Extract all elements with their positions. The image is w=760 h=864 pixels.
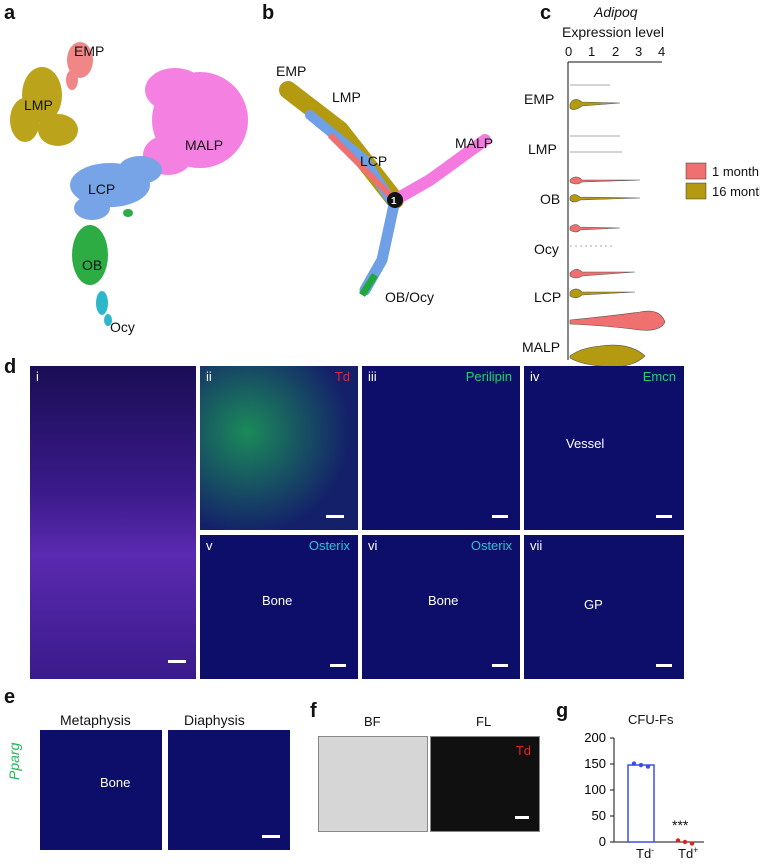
- row-label-lmp: LMP: [528, 141, 557, 157]
- traj-label-emp: EMP: [276, 63, 306, 79]
- data-point: [682, 839, 688, 845]
- micro-roman-i: i: [36, 369, 39, 384]
- x-label-td-neg: Td-: [636, 845, 654, 860]
- micro-caption-bone-v: Bone: [262, 593, 293, 608]
- diaphysis-title: Diaphysis: [184, 712, 245, 728]
- violin-plot: 0 1 2 3 4 EMP LMP OB Ocy LCP MALP 1 mont…: [522, 44, 760, 368]
- panel-e-label: e: [4, 686, 16, 708]
- micro-image-vii: vii GP: [524, 535, 684, 679]
- data-point: [689, 841, 695, 846]
- data-point: [645, 764, 651, 769]
- legend-1-month: 1 month: [712, 164, 759, 179]
- y-tick-label: 200: [584, 730, 606, 745]
- pparg-image-diaphysis: [168, 730, 290, 850]
- y-tick-label: 50: [592, 808, 606, 823]
- fl-title: FL: [476, 714, 492, 729]
- panel-d-label: d: [4, 356, 17, 378]
- micro-image-i: i: [30, 366, 196, 679]
- row-label-malp: MALP: [522, 339, 560, 355]
- panel-a-label: a: [4, 2, 16, 24]
- x-label-td-pos: Td+: [678, 845, 698, 860]
- row-label-ob: OB: [540, 191, 560, 207]
- td-label: Td: [515, 743, 531, 758]
- cluster-label-ocy: Ocy: [110, 319, 135, 335]
- cluster-label-emp: EMP: [74, 43, 104, 59]
- traj-label-lmp: LMP: [332, 89, 361, 105]
- data-point: [631, 761, 637, 766]
- y-tick-label: 150: [584, 756, 606, 771]
- cfu-bar-chart: 0 50 100 150 200 *** Td- Td+: [584, 730, 704, 860]
- pparg-caption-bone: Bone: [100, 775, 131, 790]
- micro-image-vi: vi Osterix Bone: [362, 535, 520, 679]
- data-point: [638, 762, 644, 768]
- micro-image-iii: iii Perilipin: [362, 366, 520, 530]
- pparg-image-metaphysis: Bone: [40, 730, 162, 850]
- axis-title: Expression level: [562, 24, 664, 40]
- gene-title: Adipoq: [594, 4, 638, 20]
- panel-c-label: c: [540, 2, 552, 24]
- significance-marker: ***: [672, 817, 689, 833]
- micro-roman-vii: vii: [530, 538, 543, 553]
- micro-caption-vessel: Vessel: [566, 436, 605, 451]
- y-tick-label: 100: [584, 782, 606, 797]
- cluster-label-malp: MALP: [185, 137, 223, 153]
- micro-marker-iii: Perilipin: [465, 369, 512, 384]
- bf-title: BF: [364, 714, 381, 729]
- cluster-label-ob: OB: [82, 257, 102, 273]
- micro-marker-ii: Td: [334, 369, 350, 384]
- row-label-ocy: Ocy: [534, 241, 559, 257]
- micro-roman-iii: iii: [368, 369, 377, 384]
- micro-roman-v: v: [206, 538, 213, 553]
- panel-f-label: f: [310, 700, 317, 722]
- data-point: [675, 838, 681, 843]
- y-tick-label: 0: [599, 834, 606, 849]
- tick-1: 1: [588, 44, 595, 59]
- micro-image-ii: ii Td: [200, 366, 358, 530]
- traj-label-ob-ocy: OB/Ocy: [385, 289, 434, 305]
- cluster-label-lmp: LMP: [24, 97, 53, 113]
- micro-marker-iv: Emcn: [642, 369, 676, 384]
- tick-2: 2: [612, 44, 619, 59]
- tick-4: 4: [658, 44, 665, 59]
- micro-roman-vi: vi: [368, 538, 378, 553]
- trajectory-plot: 1 EMP LMP LCP MALP OB/Ocy: [276, 63, 493, 305]
- tick-labels: 0 1 2 3 4: [565, 44, 665, 59]
- fluorescence-image: Td: [430, 736, 540, 832]
- bar-0: [627, 764, 655, 843]
- micro-image-iv: iv Emcn Vessel: [524, 366, 684, 530]
- brightfield-image: [318, 736, 428, 832]
- traj-label-malp: MALP: [455, 135, 493, 151]
- row-label-lcp: LCP: [534, 289, 561, 305]
- cluster-label-lcp: LCP: [88, 181, 115, 197]
- micro-roman-ii: ii: [206, 369, 212, 384]
- pparg-label: Pparg: [6, 742, 22, 780]
- chart-title: CFU-Fs: [628, 712, 674, 727]
- micro-marker-v: Osterix: [308, 538, 350, 553]
- micro-caption-gp: GP: [584, 597, 603, 612]
- panel-g-label: g: [556, 700, 569, 722]
- traj-label-lcp: LCP: [360, 153, 387, 169]
- metaphysis-title: Metaphysis: [60, 712, 131, 728]
- umap-plot: EMP LMP MALP LCP OB Ocy: [10, 42, 248, 335]
- micro-image-v: v Osterix Bone: [200, 535, 358, 679]
- tick-0: 0: [565, 44, 572, 59]
- micro-caption-bone-vi: Bone: [428, 593, 459, 608]
- tick-3: 3: [635, 44, 642, 59]
- panel-b-label: b: [262, 2, 275, 24]
- micro-roman-iv: iv: [530, 369, 540, 384]
- legend-16-months: 16 months: [712, 184, 760, 199]
- trajectory-node: 1: [391, 196, 397, 207]
- micro-marker-vi: Osterix: [470, 538, 512, 553]
- row-label-emp: EMP: [524, 91, 554, 107]
